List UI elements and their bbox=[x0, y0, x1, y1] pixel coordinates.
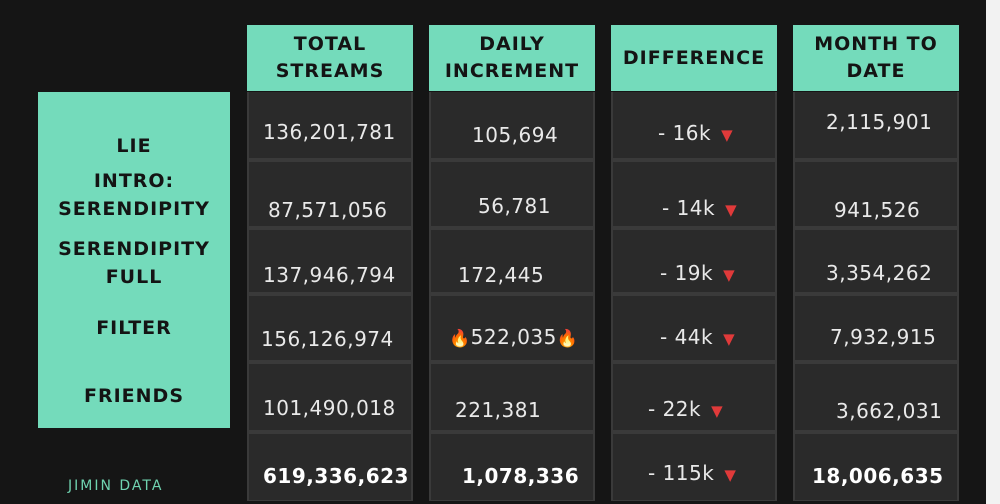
table-cell bbox=[431, 434, 593, 500]
difference-friends-cell: - 22k ▼ bbox=[648, 397, 723, 421]
table-cell bbox=[431, 296, 593, 360]
table-cell bbox=[431, 230, 593, 292]
row-label-friends: FRIENDS bbox=[83, 385, 184, 407]
table-cell bbox=[249, 434, 411, 500]
daily-increment-serendipity: 172,445 bbox=[458, 263, 545, 287]
difference-sum-cell: - 115k ▼ bbox=[648, 461, 736, 485]
table-cell bbox=[795, 364, 957, 430]
row-label-intro-line2: SERENDIPITY bbox=[58, 197, 210, 220]
table-cell bbox=[613, 364, 775, 430]
table-cell bbox=[431, 364, 593, 430]
footer-credit: JIMIN DATA bbox=[68, 478, 164, 494]
total-streams-sum: 619,336,623 bbox=[263, 464, 409, 488]
total-streams-friends: 101,490,018 bbox=[263, 396, 396, 420]
table-cell bbox=[795, 162, 957, 226]
header-mtd-line2: DATE bbox=[846, 60, 906, 82]
total-streams-filter: 156,126,974 bbox=[261, 327, 394, 351]
header-mtd-line1: MONTH TO bbox=[814, 33, 938, 56]
header-total-line1: TOTAL bbox=[293, 33, 367, 56]
difference-filter-cell: - 44k ▼ bbox=[660, 325, 735, 349]
header-daily-line1: DAILY bbox=[479, 33, 545, 56]
fire-icon: 🔥 bbox=[449, 329, 471, 349]
table-cell bbox=[249, 364, 411, 430]
daily-increment-lie: 105,694 bbox=[472, 123, 559, 147]
down-arrow-icon: ▼ bbox=[723, 330, 736, 348]
table-cell bbox=[249, 230, 411, 292]
table-cell bbox=[249, 296, 411, 360]
row-label-serendipity-line2: FULL bbox=[105, 265, 163, 288]
header-month-to-date: MONTH TO DATE bbox=[793, 25, 959, 91]
mtd-friends: 3,662,031 bbox=[836, 399, 943, 423]
row-label-column bbox=[38, 92, 230, 428]
table-cell bbox=[613, 162, 775, 226]
daily-increment-friends: 221,381 bbox=[455, 398, 542, 422]
row-label-lie: LIE bbox=[116, 135, 152, 157]
difference-serendipity-cell: - 19k ▼ bbox=[660, 261, 735, 285]
difference-sum: - 115k bbox=[648, 461, 715, 485]
table-cell bbox=[795, 230, 957, 292]
daily-increment-intro: 56,781 bbox=[478, 194, 551, 218]
table-cell bbox=[795, 434, 957, 500]
difference-intro: - 14k bbox=[662, 196, 716, 220]
table-cell bbox=[613, 434, 775, 500]
header-total-line2: STREAMS bbox=[275, 60, 385, 82]
header-difference-label: DIFFERENCE bbox=[622, 46, 766, 69]
difference-friends: - 22k bbox=[648, 397, 702, 421]
daily-increment-filter: 522,035 bbox=[470, 325, 557, 349]
fire-icon: 🔥 bbox=[556, 329, 579, 349]
header-daily-increment: DAILY INCREMENT bbox=[429, 25, 595, 91]
down-arrow-icon: ▼ bbox=[721, 126, 734, 144]
row-label-serendipity-full: SERENDIPITY FULL bbox=[38, 236, 230, 291]
header-total-streams: TOTAL STREAMS bbox=[247, 25, 413, 91]
table-cell bbox=[249, 162, 411, 226]
mtd-lie: 2,115,901 bbox=[826, 110, 933, 134]
table-cell bbox=[613, 296, 775, 360]
daily-increment-filter-cell: 🔥522,035🔥 bbox=[449, 325, 579, 349]
difference-lie-cell: - 16k ▼ bbox=[658, 121, 733, 145]
down-arrow-icon: ▼ bbox=[724, 466, 737, 484]
total-streams-lie: 136,201,781 bbox=[263, 120, 396, 144]
mtd-intro: 941,526 bbox=[834, 198, 921, 222]
header-daily-line2: INCREMENT bbox=[444, 60, 580, 82]
row-label-filter: FILTER bbox=[96, 317, 172, 339]
mtd-serendipity: 3,354,262 bbox=[826, 261, 933, 285]
row-label-serendipity-line1: SERENDIPITY bbox=[58, 238, 210, 260]
down-arrow-icon: ▼ bbox=[711, 402, 724, 420]
right-edge-strip bbox=[986, 0, 1000, 504]
table-cell bbox=[795, 296, 957, 360]
difference-lie: - 16k bbox=[658, 121, 712, 145]
table-cell bbox=[431, 92, 593, 158]
table-cell bbox=[795, 92, 957, 158]
table-cell bbox=[613, 92, 775, 158]
table-cell bbox=[431, 162, 593, 226]
table-cell bbox=[249, 92, 411, 158]
row-label-intro-line1: INTRO: bbox=[93, 170, 175, 192]
mtd-filter: 7,932,915 bbox=[830, 325, 937, 349]
difference-intro-cell: - 14k ▼ bbox=[662, 196, 737, 220]
header-difference: DIFFERENCE bbox=[611, 25, 777, 91]
total-streams-intro: 87,571,056 bbox=[268, 198, 388, 222]
down-arrow-icon: ▼ bbox=[723, 266, 736, 284]
down-arrow-icon: ▼ bbox=[725, 201, 738, 219]
row-label-intro-serendipity: INTRO: SERENDIPITY bbox=[38, 168, 230, 223]
table-cell bbox=[613, 230, 775, 292]
difference-filter: - 44k bbox=[660, 325, 714, 349]
difference-serendipity: - 19k bbox=[660, 261, 714, 285]
mtd-sum: 18,006,635 bbox=[812, 464, 944, 488]
daily-increment-sum: 1,078,336 bbox=[462, 464, 580, 488]
total-streams-serendipity: 137,946,794 bbox=[263, 263, 396, 287]
